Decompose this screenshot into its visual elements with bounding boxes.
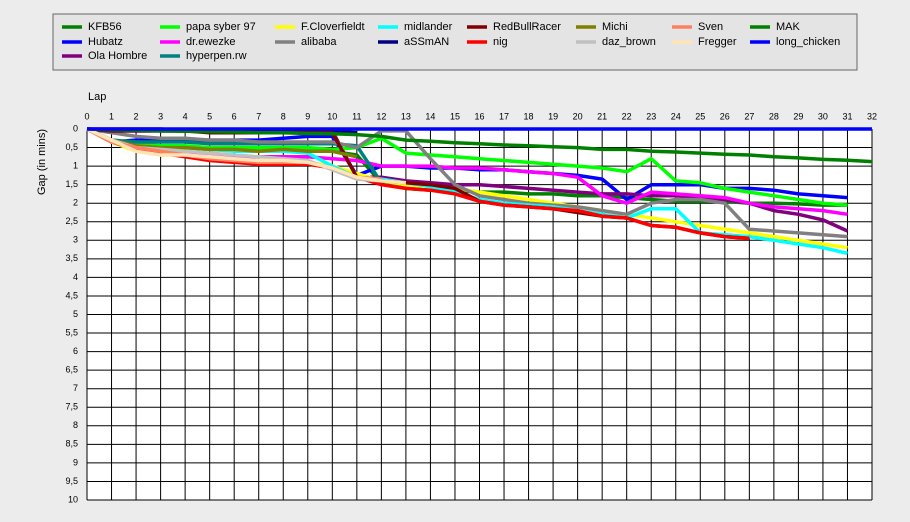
- legend-label: Michi: [602, 21, 628, 33]
- legend-label: papa syber 97: [186, 21, 256, 33]
- y-tick-label: 0,5: [65, 142, 78, 152]
- x-tick-label: 4: [183, 111, 188, 121]
- legend-label: MAK: [776, 21, 801, 33]
- y-tick-label: 8,5: [65, 439, 78, 449]
- legend-label: Fregger: [698, 36, 737, 48]
- y-tick-label: 6: [73, 346, 78, 356]
- x-tick-label: 22: [622, 111, 632, 121]
- legend-label: KFB56: [88, 21, 122, 33]
- x-tick-label: 27: [744, 111, 754, 121]
- y-tick-label: 7: [73, 383, 78, 393]
- y-tick-label: 10: [68, 494, 78, 504]
- y-tick-label: 5,5: [65, 327, 78, 337]
- series-line: [86, 127, 848, 239]
- legend-label: daz_brown: [602, 36, 656, 48]
- x-tick-label: 29: [793, 111, 803, 121]
- legend-label: long_chicken: [776, 36, 840, 48]
- x-tick-label: 13: [401, 111, 411, 121]
- x-tick-label: 21: [597, 111, 607, 121]
- x-tick-label: 20: [573, 111, 583, 121]
- legend-label: Sven: [698, 21, 723, 33]
- series-line: [86, 127, 407, 185]
- y-tick-label: 9: [73, 457, 78, 467]
- x-tick-label: 6: [232, 111, 237, 121]
- x-tick-label: 8: [281, 111, 286, 121]
- legend-label: midlander: [404, 21, 453, 33]
- x-tick-label: 26: [720, 111, 730, 121]
- x-tick-label: 18: [524, 111, 534, 121]
- y-tick-label: 5: [73, 309, 78, 319]
- x-tick-label: 28: [769, 111, 779, 121]
- x-tick-label: 14: [425, 111, 435, 121]
- series-line: [86, 127, 383, 184]
- x-tick-label: 19: [548, 111, 558, 121]
- x-tick-label: 1: [109, 111, 114, 121]
- legend-label: hyperpen.rw: [186, 50, 247, 62]
- legend-label: alibaba: [301, 36, 337, 48]
- x-tick-label: 10: [327, 111, 337, 121]
- y-tick-label: 7,5: [65, 402, 78, 412]
- y-tick-label: 0: [73, 123, 78, 133]
- x-tick-label: 11: [352, 111, 361, 121]
- y-tick-label: 3,5: [65, 253, 78, 263]
- y-tick-label: 2: [73, 198, 78, 208]
- legend-label: F.Cloverfieldt: [301, 21, 365, 33]
- y-axis-label: Gap (in mins): [36, 129, 48, 195]
- legend-label: nig: [493, 36, 508, 48]
- x-tick-label: 30: [818, 111, 828, 121]
- x-axis-label: Lap: [88, 91, 106, 103]
- x-tick-label: 9: [305, 111, 310, 121]
- y-tick-label: 6,5: [65, 365, 78, 375]
- x-tick-label: 0: [84, 111, 89, 121]
- x-tick-label: 23: [646, 111, 656, 121]
- y-tick-label: 8: [73, 420, 78, 430]
- x-tick-label: 2: [134, 111, 139, 121]
- x-tick-label: 7: [256, 111, 261, 121]
- series-line: [86, 127, 848, 217]
- series-line: [86, 127, 873, 164]
- x-tick-label: 3: [158, 111, 163, 121]
- legend-label: aSSmAN: [404, 36, 449, 48]
- x-tick-label: 31: [842, 111, 852, 121]
- x-tick-label: 25: [695, 111, 705, 121]
- x-tick-label: 32: [867, 111, 877, 121]
- x-tick-label: 17: [499, 111, 509, 121]
- legend-label: Hubatz: [88, 36, 123, 48]
- x-tick-label: 16: [474, 111, 484, 121]
- legend-label: RedBullRacer: [493, 21, 561, 33]
- legend-label: dr.ewezke: [186, 36, 236, 48]
- y-tick-label: 1,5: [65, 179, 78, 189]
- series-line: [86, 127, 750, 241]
- legend-box: [52, 13, 858, 71]
- x-tick-label: 24: [671, 111, 681, 121]
- x-tick-label: 12: [376, 111, 386, 121]
- y-tick-label: 1: [73, 160, 78, 170]
- y-tick-label: 4: [73, 272, 78, 282]
- x-tick-label: 5: [207, 111, 212, 121]
- y-tick-label: 4,5: [65, 290, 78, 300]
- y-tick-label: 9,5: [65, 476, 78, 486]
- y-tick-label: 3: [73, 235, 78, 245]
- x-tick-label: 15: [450, 111, 460, 121]
- legend-label: Ola Hombre: [88, 50, 147, 62]
- y-tick-label: 2,5: [65, 216, 78, 226]
- series-line: [86, 127, 848, 207]
